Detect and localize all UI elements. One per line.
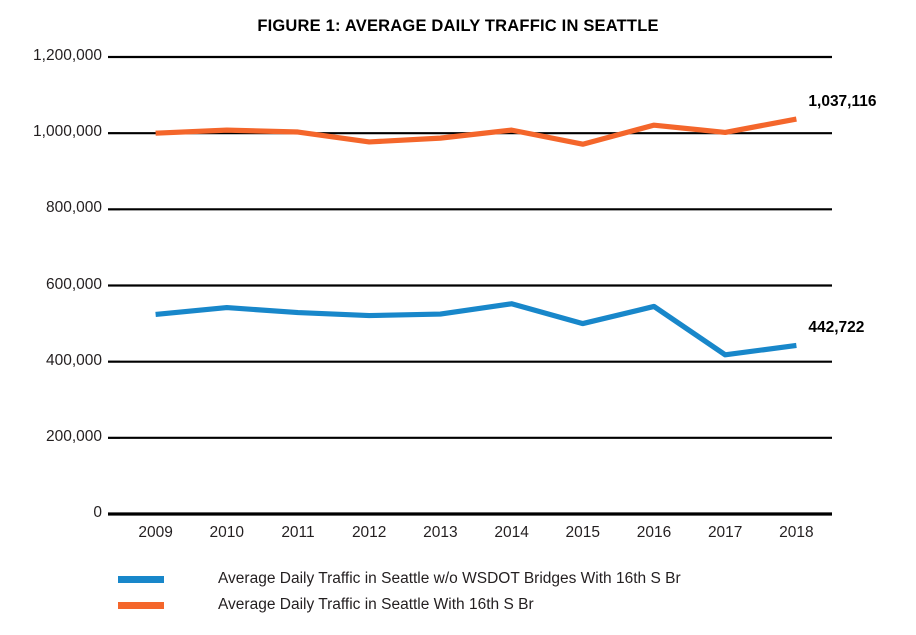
- legend-item-label: Average Daily Traffic in Seattle w/o WSD…: [218, 570, 681, 587]
- x-axis-tick-label: 2010: [209, 524, 245, 541]
- y-axis-tick-label: 800,000: [45, 199, 102, 217]
- y-axis-tick-label: 1,000,000: [33, 123, 102, 141]
- chart-title: FIGURE 1: AVERAGE DAILY TRAFFIC IN SEATT…: [257, 17, 659, 35]
- y-axis-tick-label: 400,000: [45, 351, 102, 369]
- x-axis-tick-label: 2012: [351, 524, 387, 541]
- data-point-label: 442,722: [808, 319, 865, 337]
- legend-swatch-blue: [118, 575, 164, 583]
- legend-item[interactable]: Average Daily Traffic in Seattle w/o WSD…: [118, 566, 878, 592]
- legend-item-label: Average Daily Traffic in Seattle With 16…: [218, 596, 534, 613]
- x-axis-tick-label: 2015: [565, 524, 601, 541]
- x-axis-tick-label: 2014: [494, 524, 529, 541]
- chart-legend: Average Daily Traffic in Seattle w/o WSD…: [118, 566, 878, 618]
- legend-swatch-orange: [118, 601, 164, 609]
- data-point-label: 1,037,116: [808, 93, 877, 111]
- legend-item[interactable]: Average Daily Traffic in Seattle With 16…: [118, 592, 878, 618]
- x-axis-tick-label: 2018: [779, 524, 814, 541]
- y-axis-tick-label: 600,000: [45, 275, 102, 293]
- x-axis-tick-label: 2011: [281, 524, 315, 541]
- x-axis-tick-label: 2017: [707, 524, 743, 541]
- y-axis-tick-label: 1,200,000: [33, 47, 102, 64]
- x-axis-tick-label: 2013: [423, 524, 458, 541]
- x-axis-tick-label: 2009: [138, 524, 173, 541]
- y-axis-tick-label: 0: [93, 504, 102, 521]
- y-axis-tick-label: 200,000: [45, 427, 102, 445]
- x-axis-tick-label: 2016: [636, 524, 672, 541]
